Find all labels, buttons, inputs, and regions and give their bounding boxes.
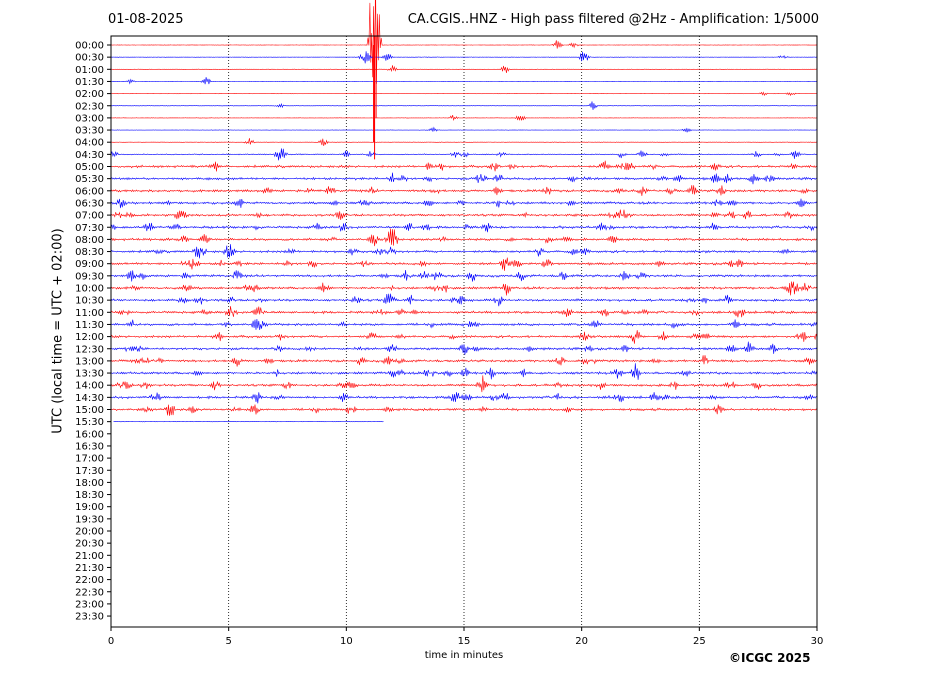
y-tick-label: 14:30 (75, 393, 104, 404)
seismic-trace-0830 (110, 244, 818, 259)
x-axis-label: time in minutes (424, 650, 504, 661)
y-tick-label: 22:30 (75, 587, 104, 598)
x-tick-label: 25 (693, 636, 706, 647)
y-tick-label: 13:30 (75, 369, 104, 380)
seismic-trace-0600 (110, 185, 818, 196)
seismic-trace-0100 (110, 65, 818, 74)
y-tick-label: 23:30 (75, 612, 104, 623)
seismic-trace-1200 (110, 330, 818, 344)
y-tick-label: 14:00 (75, 381, 104, 392)
seismic-trace-1530 (113, 421, 384, 423)
date-label: 01-08-2025 (108, 12, 184, 27)
seismic-trace-0530 (110, 172, 818, 185)
y-tick-label: 07:30 (75, 223, 104, 234)
y-tick-label: 08:00 (75, 235, 104, 246)
seismic-trace-0900 (110, 257, 818, 271)
y-tick-label: 22:00 (75, 575, 104, 586)
seismic-trace-0430 (110, 148, 818, 161)
y-tick-label: 04:30 (75, 150, 104, 161)
y-tick-label: 11:30 (75, 320, 104, 331)
x-tick-label: 5 (225, 636, 231, 647)
y-tick-label: 00:00 (75, 41, 104, 52)
y-tick-label: 20:00 (75, 527, 104, 538)
y-tick-label: 01:30 (75, 77, 104, 88)
y-tick-label: 02:30 (75, 101, 104, 112)
y-tick-label: 16:00 (75, 429, 104, 440)
y-tick-label: 11:00 (75, 308, 104, 319)
seismic-trace-0700 (110, 209, 818, 220)
y-tick-label: 19:00 (75, 502, 104, 513)
y-tick-label: 21:00 (75, 551, 104, 562)
seismic-trace-0200 (110, 91, 818, 97)
y-tick-label: 10:00 (75, 284, 104, 295)
y-tick-label: 19:30 (75, 514, 104, 525)
y-tick-label: 12:00 (75, 332, 104, 343)
x-axis: 0 5 10 15 20 25 30 (108, 627, 824, 647)
seismic-trace-0230 (110, 101, 818, 110)
seismic-trace-0630 (110, 198, 818, 209)
y-tick-label: 20:30 (75, 539, 104, 550)
y-tick-label: 04:00 (75, 138, 104, 149)
seismic-trace-1430 (110, 392, 818, 404)
seismic-trace-1100 (110, 306, 818, 318)
y-tick-label: 07:00 (75, 211, 104, 222)
y-tick-label: 18:00 (75, 478, 104, 489)
x-tick-label: 10 (340, 636, 353, 647)
y-tick-label: 09:00 (75, 259, 104, 270)
y-tick-label: 08:30 (75, 247, 104, 258)
spike-event (373, 36, 377, 160)
x-tick-label: 15 (458, 636, 471, 647)
seismic-trace-1330 (110, 363, 818, 380)
y-tick-label: 23:00 (75, 599, 104, 610)
y-tick-label: 06:30 (75, 198, 104, 209)
x-tick-label: 0 (108, 636, 114, 647)
y-tick-label: 10:30 (75, 296, 104, 307)
seismic-trace-0330 (110, 126, 818, 133)
seismic-trace-0500 (110, 160, 818, 172)
y-tick-label: 18:30 (75, 490, 104, 501)
x-tick-label: 20 (575, 636, 588, 647)
y-tick-label: 13:00 (75, 356, 104, 367)
y-tick-label: 16:30 (75, 441, 104, 452)
seismic-trace-0800 (110, 228, 818, 247)
y-tick-label: 01:00 (75, 65, 104, 76)
y-tick-label: 06:00 (75, 186, 104, 197)
plot-frame (110, 35, 818, 628)
seismic-traces (110, 0, 818, 423)
seismic-trace-0000 (110, 0, 818, 84)
seismic-trace-1130 (110, 318, 818, 331)
y-tick-label: 00:30 (75, 53, 104, 64)
y-tick-label: 05:30 (75, 174, 104, 185)
seismic-trace-0300 (110, 115, 818, 121)
grid-lines (228, 36, 700, 627)
y-tick-label: 12:30 (75, 344, 104, 355)
y-tick-label: 09:30 (75, 271, 104, 282)
seismic-trace-1400 (110, 375, 818, 393)
seismic-trace-0930 (110, 269, 818, 282)
seismic-trace-1300 (110, 355, 818, 367)
y-tick-label: 17:30 (75, 466, 104, 477)
y-tick-label: 05:00 (75, 162, 104, 173)
seismic-trace-0130 (110, 77, 818, 85)
seismic-trace-0030 (110, 51, 818, 64)
seismic-trace-1000 (110, 281, 818, 296)
seismic-trace-0730 (110, 222, 818, 233)
seismic-trace-0400 (110, 138, 818, 146)
x-tick-label: 30 (811, 636, 824, 647)
y-tick-label: 02:00 (75, 89, 104, 100)
chart-title: CA.CGIS..HNZ - High pass filtered @2Hz -… (407, 12, 819, 27)
seismic-trace-1230 (110, 341, 818, 355)
y-tick-label: 15:30 (75, 417, 104, 428)
seismic-trace-1500 (110, 404, 818, 416)
y-tick-label: 03:00 (75, 113, 104, 124)
seismic-trace-1030 (110, 293, 818, 307)
copyright-label: ©ICGC 2025 (729, 651, 811, 665)
y-tick-label: 15:00 (75, 405, 104, 416)
y-axis-label: UTC (local time = UTC + 02:00) (50, 228, 66, 434)
y-tick-label: 03:30 (75, 126, 104, 137)
y-tick-label: 21:30 (75, 563, 104, 574)
y-tick-label: 17:00 (75, 454, 104, 465)
